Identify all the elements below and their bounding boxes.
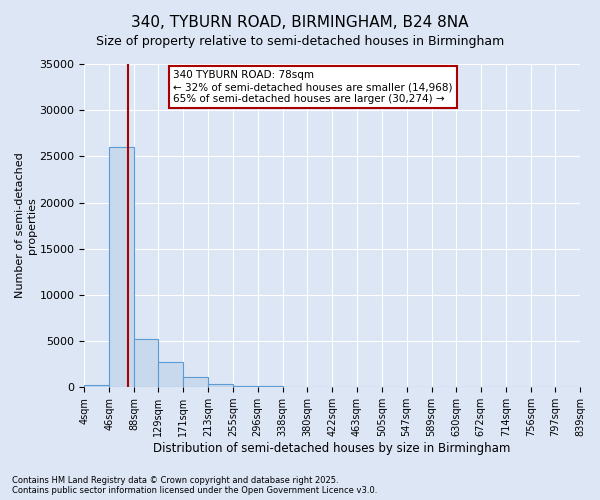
Text: 340, TYBURN ROAD, BIRMINGHAM, B24 8NA: 340, TYBURN ROAD, BIRMINGHAM, B24 8NA [131,15,469,30]
X-axis label: Distribution of semi-detached houses by size in Birmingham: Distribution of semi-detached houses by … [154,442,511,455]
Bar [109,147,134,387]
Bar [257,386,283,387]
Bar [184,377,208,387]
Bar [84,386,109,387]
Text: Contains HM Land Registry data © Crown copyright and database right 2025.
Contai: Contains HM Land Registry data © Crown c… [12,476,377,495]
Text: 340 TYBURN ROAD: 78sqm
← 32% of semi-detached houses are smaller (14,968)
65% of: 340 TYBURN ROAD: 78sqm ← 32% of semi-det… [173,70,453,104]
Bar [158,362,184,387]
Y-axis label: Number of semi-detached
properties: Number of semi-detached properties [15,152,37,298]
Text: Size of property relative to semi-detached houses in Birmingham: Size of property relative to semi-detach… [96,35,504,48]
Bar [208,384,233,387]
Bar [134,339,158,387]
Bar [233,386,257,387]
